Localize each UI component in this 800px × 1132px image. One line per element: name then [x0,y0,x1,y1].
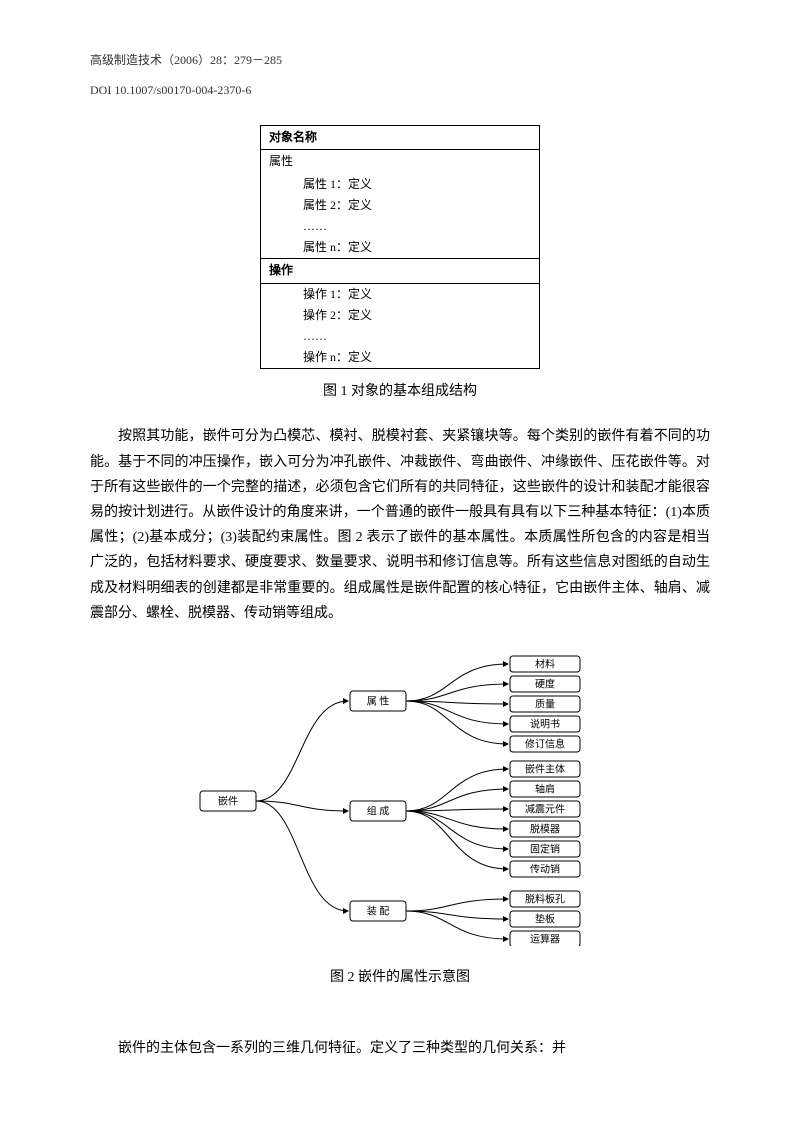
fig1-op2: 操作 2：定义 [261,305,539,326]
svg-text:硬度: 硬度 [535,677,555,690]
svg-text:运算器: 运算器 [530,932,560,945]
svg-text:说明书: 说明书 [530,717,560,730]
fig2-caption: 图 2 嵌件的属性示意图 [90,965,710,990]
paragraph-1: 按照其功能，嵌件可分为凸模芯、模衬、脱模衬套、夹紧镶块等。每个类别的嵌件有着不同… [90,424,710,626]
tree-mid-attr-label: 属 性 [367,694,390,707]
fig1-attributes-label: 属性 [261,150,539,173]
doi-text: DOI 10.1007/s00170-004-2370-6 [90,80,710,102]
fig1-op1: 操作 1：定义 [261,284,539,305]
svg-text:嵌件主体: 嵌件主体 [525,763,565,775]
fig1-attr1: 属性 1：定义 [261,174,539,195]
fig1-structure-box: 对象名称 属性 属性 1：定义 属性 2：定义 …… 属性 n：定义 操作 操作… [260,125,540,369]
svg-text:固定销: 固定销 [530,842,560,855]
fig1-opn: 操作 n：定义 [261,347,539,368]
tree-mid-asm-label: 装 配 [367,904,390,917]
tree-leaves-asm: 脱料板孔 垫板 运算器 [510,891,580,946]
fig2-tree-diagram: 嵌件 属 性 组 成 装 配 材料 硬度 质量 说明书 修订信息 嵌件主体 轴肩… [170,646,630,955]
svg-text:质量: 质量 [535,698,555,710]
svg-text:脱料板孔: 脱料板孔 [525,892,565,905]
fig1-operations-label: 操作 [261,258,539,283]
fig1-ellipsis1: …… [261,216,539,237]
svg-text:减震元件: 减震元件 [525,803,565,815]
citation-text: 高级制造技术（2006）28：279－285 [90,50,710,72]
fig1-caption: 图 1 对象的基本组成结构 [90,379,710,404]
fig1-attrn: 属性 n：定义 [261,237,539,258]
fig1-attr2: 属性 2：定义 [261,195,539,216]
svg-text:材料: 材料 [535,657,555,670]
svg-text:垫板: 垫板 [535,912,555,925]
svg-text:传动销: 传动销 [530,862,560,875]
tree-leaves-comp: 嵌件主体 轴肩 减震元件 脱模器 固定销 传动销 [510,761,580,877]
tree-root-label: 嵌件 [218,795,238,807]
fig1-ellipsis2: …… [261,326,539,347]
fig1-object-name: 对象名称 [261,126,539,150]
tree-mid-comp-label: 组 成 [367,804,390,817]
tree-leaves-attr: 材料 硬度 质量 说明书 修订信息 [510,656,580,752]
paragraph-2: 嵌件的主体包含一系列的三维几何特征。定义了三种类型的几何关系：并 [90,1036,710,1061]
svg-text:脱模器: 脱模器 [530,822,560,835]
svg-text:修订信息: 修订信息 [525,737,565,750]
svg-text:轴肩: 轴肩 [535,782,555,795]
